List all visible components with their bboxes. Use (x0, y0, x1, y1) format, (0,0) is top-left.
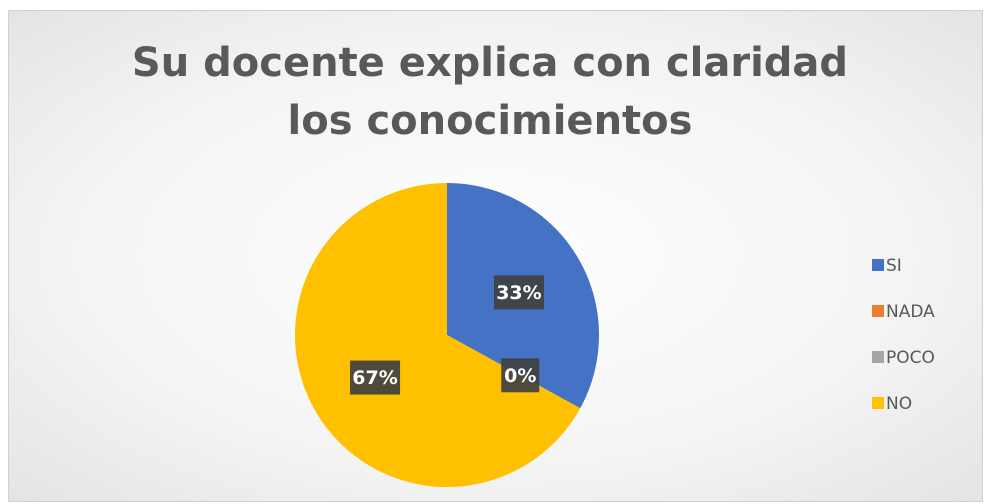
legend-label: NO (886, 394, 912, 414)
data-label-box (501, 358, 540, 393)
data-label-box (350, 360, 401, 395)
legend-swatch (872, 259, 884, 271)
legend-label: NADA (886, 302, 935, 322)
data-label-box (493, 275, 544, 310)
chart-title: Su docente explica con claridad los cono… (131, 40, 849, 144)
legend-swatch (872, 397, 884, 409)
data-label: 33% (496, 282, 541, 304)
pie-slice (295, 183, 581, 487)
data-label: 0% (504, 365, 536, 387)
legend-label: POCO (886, 348, 935, 368)
data-label: 67% (352, 367, 397, 389)
legend-label: SI (886, 256, 902, 276)
legend-swatch (872, 305, 884, 317)
legend-swatch (872, 351, 884, 363)
